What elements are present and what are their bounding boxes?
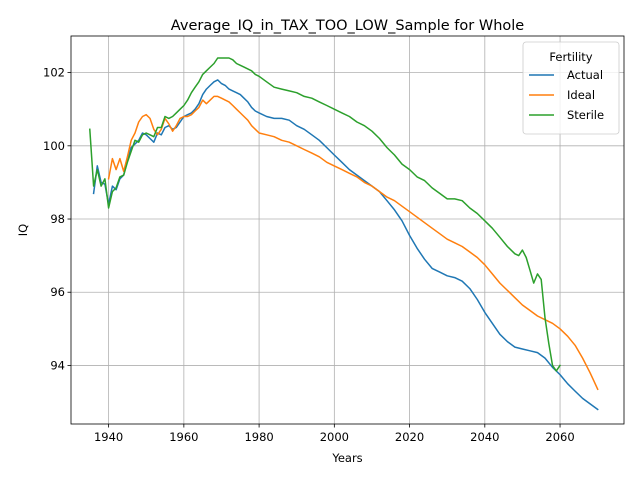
y-tick-label: 98 [50,212,65,226]
x-tick-label: 2060 [545,430,574,444]
x-tick-label: 2000 [320,430,349,444]
x-tick-label: 2020 [395,430,424,444]
legend: Fertility Actual Ideal Sterile [522,41,620,135]
x-tick-label: 2040 [470,430,499,444]
y-tick-label: 100 [43,139,65,153]
x-tick-label: 1940 [94,430,123,444]
x-axis-label: Years [331,451,362,465]
legend-label-ideal: Ideal [567,88,595,102]
legend-label-sterile: Sterile [567,108,604,122]
y-axis-label: IQ [16,224,30,236]
y-tick-label: 102 [43,66,65,80]
x-tick-label: 1960 [169,430,198,444]
series-line-actual [92,79,599,411]
series-lines [89,57,599,411]
legend-label-actual: Actual [567,68,603,82]
grid [71,36,624,424]
legend-box [522,41,620,135]
series-line-sterile [89,57,562,372]
x-tick-label: 1980 [244,430,273,444]
axis-ticks: 1940 1960 1980 2000 2020 2040 2060 94 96 98 100 102 [43,66,575,444]
y-tick-label: 96 [50,285,65,299]
y-tick-label: 94 [50,358,65,372]
legend-title: Fertility [549,50,592,64]
plot-area-frame [70,35,625,425]
chart-title: Average_IQ_in_TAX_TOO_LOW_Sample for Who… [171,18,524,34]
